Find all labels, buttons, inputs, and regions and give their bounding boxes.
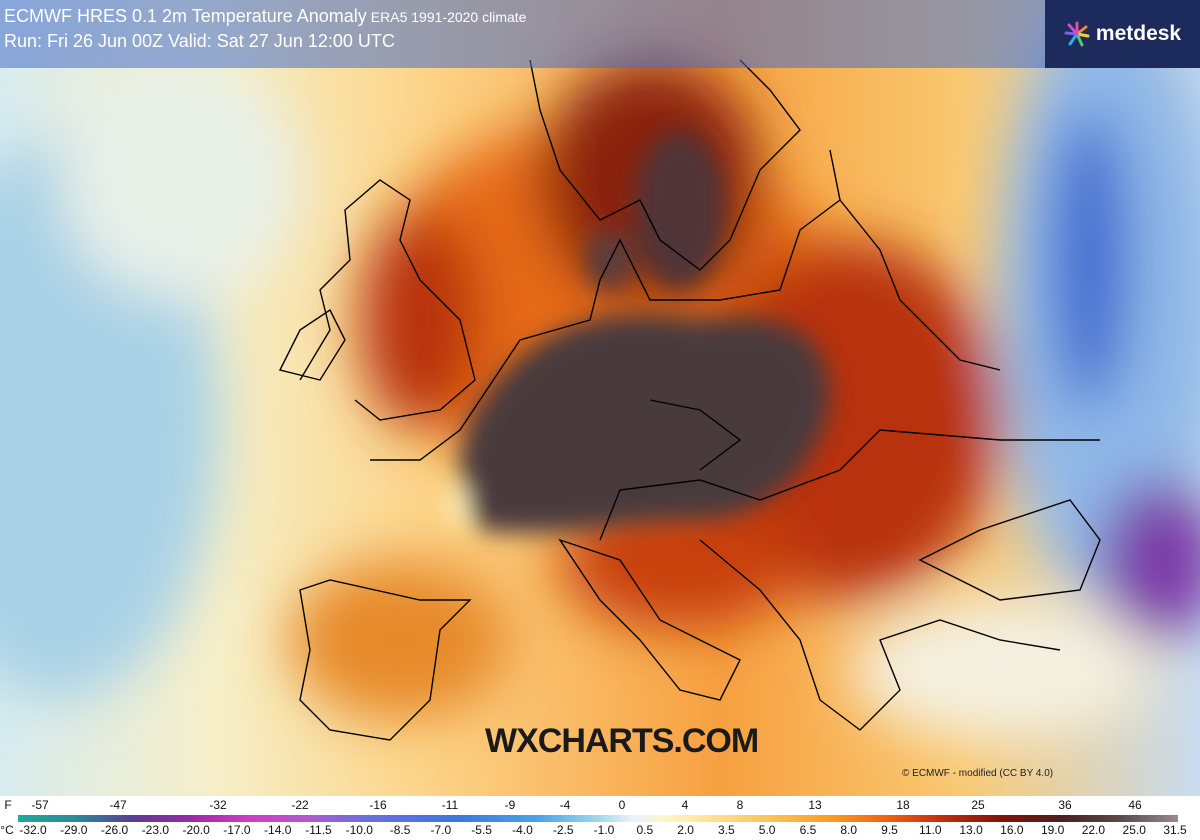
c-label: 5.0 xyxy=(758,823,776,837)
f-label: 36 xyxy=(1058,798,1072,812)
logo: metdesk xyxy=(1045,0,1200,68)
header: ECMWF HRES 0.1 2m Temperature Anomaly ERA… xyxy=(0,0,1045,68)
c-label: 11.0 xyxy=(919,823,942,837)
c-label: -1.0 xyxy=(593,823,615,837)
coastlines xyxy=(278,59,1101,741)
f-label: 4 xyxy=(681,798,689,812)
c-label: -26.0 xyxy=(100,823,129,837)
c-label: 6.5 xyxy=(799,823,817,837)
c-label: 2.0 xyxy=(677,823,694,837)
run-info: Run: Fri 26 Jun 00Z Valid: Sat 27 Jun 12… xyxy=(4,31,395,51)
f-label: -57 xyxy=(31,798,49,812)
c-label: -4.0 xyxy=(512,823,533,837)
f-label: 46 xyxy=(1128,798,1142,812)
f-label: -16 xyxy=(369,798,387,812)
c-label: -7.0 xyxy=(430,823,452,837)
credit: © ECMWF - modified (CC BY 4.0) xyxy=(902,768,1054,779)
title: ECMWF HRES 0.1 2m Temperature Anomaly ERA… xyxy=(4,6,526,27)
c-unit: °C xyxy=(0,823,14,837)
f-label: -9 xyxy=(504,798,516,812)
title-text: ECMWF HRES 0.1 2m Temperature Anomaly xyxy=(4,6,367,26)
c-label: 16.0 xyxy=(1000,823,1024,837)
c-label: 22.0 xyxy=(1081,823,1106,837)
anomaly-map xyxy=(0,0,1200,796)
c-label: -8.5 xyxy=(389,823,411,837)
f-label: -11 xyxy=(441,798,459,812)
c-label: -32.0 xyxy=(19,823,47,837)
c-label: -23.0 xyxy=(141,823,170,837)
c-label: -11.5 xyxy=(305,823,332,837)
c-label: -29.0 xyxy=(60,823,88,837)
f-label: 18 xyxy=(896,798,910,812)
c-label: 19.0 xyxy=(1040,823,1065,837)
c-label: 9.5 xyxy=(881,823,898,837)
c-label: 25.0 xyxy=(1122,823,1146,837)
f-label: -47 xyxy=(109,798,127,812)
f-label: -32 xyxy=(209,798,227,812)
climate: ERA5 1991-2020 climate xyxy=(370,9,527,25)
c-label: -20.0 xyxy=(182,823,210,837)
f-label: -4 xyxy=(559,798,571,812)
c-label: 8.0 xyxy=(840,823,858,837)
c-label: -5.5 xyxy=(471,823,492,837)
c-label: -2.5 xyxy=(552,823,574,837)
f-label: 8 xyxy=(736,798,744,812)
extreme-anomaly xyxy=(448,130,830,533)
c-label: -10.0 xyxy=(345,823,373,837)
logo-text: metdesk xyxy=(1095,22,1182,45)
f-label: 0 xyxy=(618,798,626,812)
colorbar: F °C -57 -47 -32 -22 -16 -11 -9 -4 0 4 8 13 18 25 36 46 -3… xyxy=(0,796,1200,840)
f-label: 13 xyxy=(808,798,822,812)
f-unit: F xyxy=(4,798,12,812)
c-label: -17.0 xyxy=(223,823,251,837)
f-label: -22 xyxy=(291,798,309,812)
c-label: 31.5 xyxy=(1163,823,1187,837)
f-label: 25 xyxy=(971,798,985,812)
c-label: 13.0 xyxy=(959,823,983,837)
logo-icon xyxy=(1064,21,1090,47)
c-label: 3.5 xyxy=(718,823,735,837)
watermark: WXCHARTS.COM xyxy=(485,722,759,760)
c-label: 0.5 xyxy=(636,823,654,837)
color-strip xyxy=(18,815,1178,822)
c-label: -14.0 xyxy=(264,823,292,837)
